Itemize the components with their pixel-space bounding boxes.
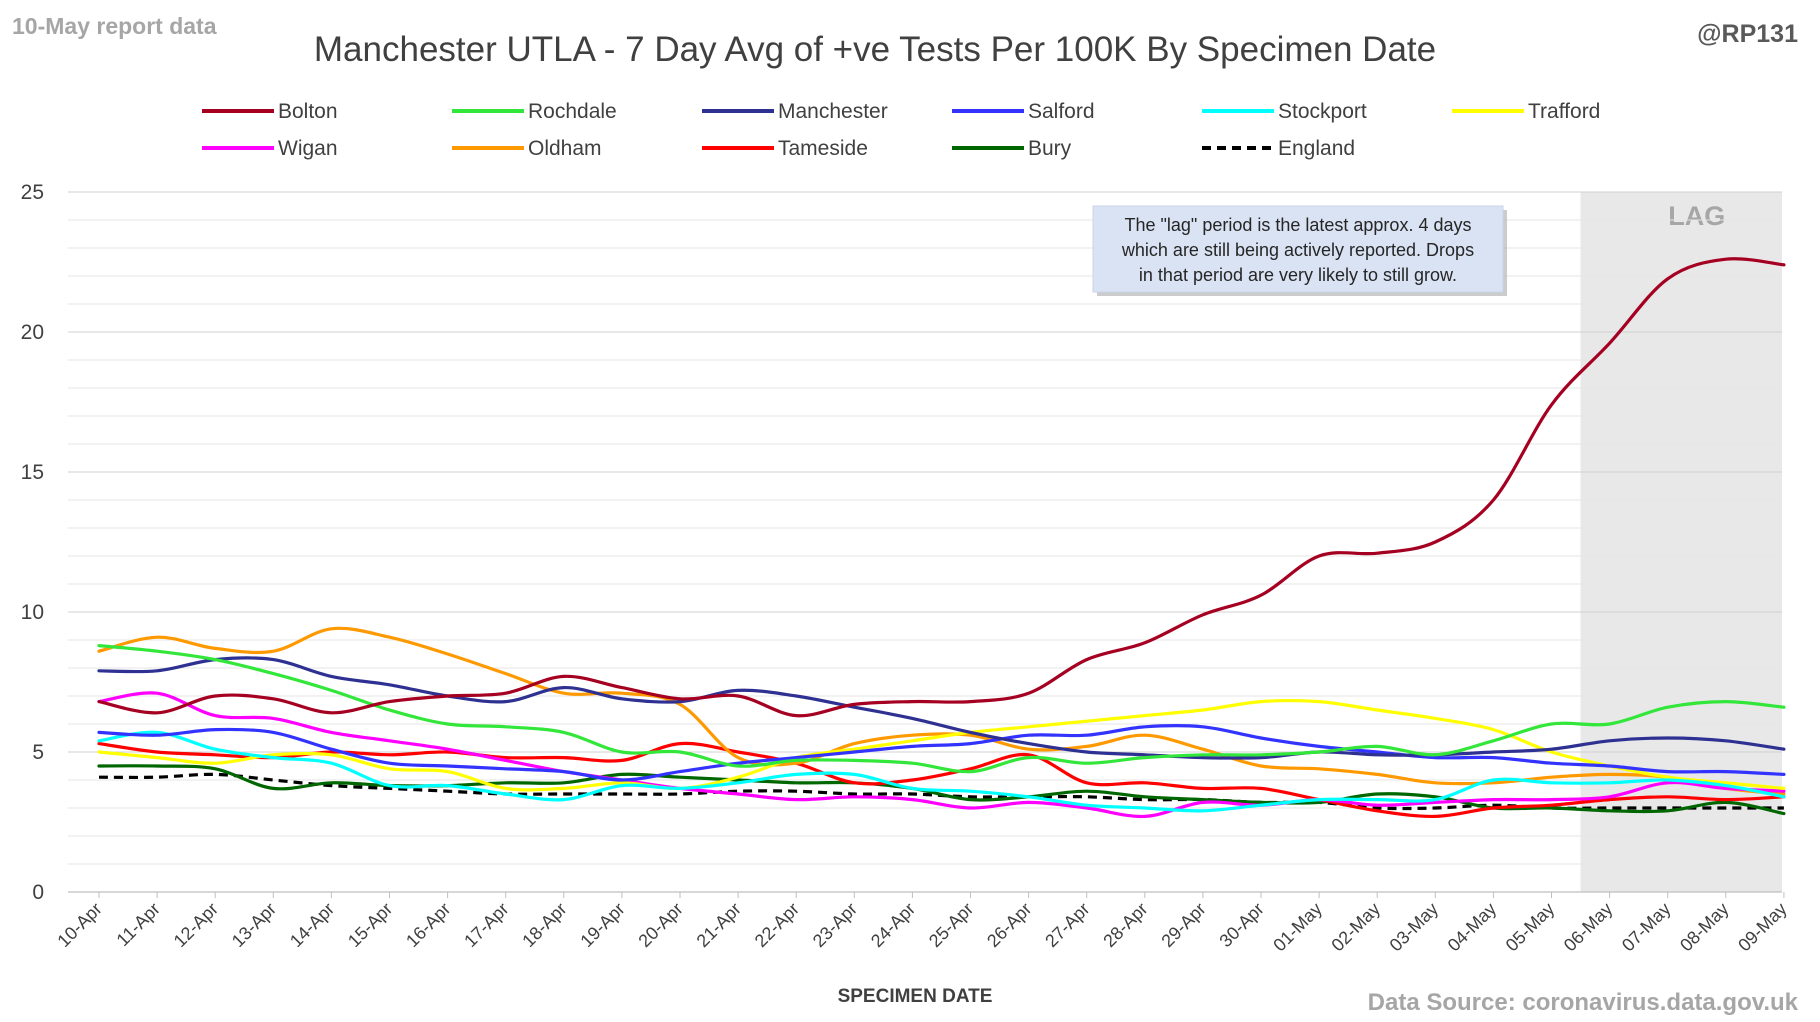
series-line-rochdale [97,644,1786,774]
report-date-label: 10-May report data [12,13,217,39]
legend-label-wigan: Wigan [278,137,338,160]
author-handle: @RP131 [1697,20,1798,48]
y-tick-label: 20 [21,321,44,344]
chart-title: Manchester UTLA - 7 Day Avg of +ve Tests… [314,30,1436,69]
annotation-box-rect [1092,205,1504,293]
legend-label-salford: Salford [1028,100,1095,123]
legend-label-bolton: Bolton [278,100,338,123]
legend-label-stockport: Stockport [1278,100,1367,123]
series-line-trafford [97,698,1786,792]
legend-label-manchester: Manchester [778,100,888,123]
lag-region: LAG [1580,192,1782,892]
series-lines [97,257,1786,819]
series-line-oldham [97,626,1786,796]
legend-label-oldham: Oldham [528,137,602,160]
y-tick-label: 0 [32,881,44,904]
series-line-salford [97,723,1786,782]
annotation-line: in that period are very likely to still … [1139,265,1457,285]
series-line-tameside [97,741,1786,819]
lag-shading [1580,192,1782,892]
annotation-box: The "lag" period is the latest approx. 4… [1092,205,1507,296]
legend-label-england: England [1278,137,1355,160]
series-line-manchester [97,656,1786,760]
y-tick-label: 10 [21,601,44,624]
annotation-line: The "lag" period is the latest approx. 4… [1125,215,1472,235]
series-line-bolton [97,257,1786,718]
legend-label-trafford: Trafford [1528,100,1600,123]
legend-label-bury: Bury [1028,137,1072,160]
x-axis-title: SPECIMEN DATE [838,986,993,1007]
series-line-wigan [97,691,1786,819]
legend: Bolton Rochdale Manchester Salford Stockport… [202,100,1600,160]
lag-label: LAG [1668,201,1725,231]
series-line-stockport [97,730,1786,813]
annotation-line: which are still being actively reported.… [1121,240,1474,260]
y-tick-label: 5 [32,741,44,764]
data-source-label: Data Source: coronavirus.data.gov.uk [1368,989,1799,1016]
y-tick-label: 15 [21,461,44,484]
legend-label-tameside: Tameside [778,137,868,160]
y-tick-label: 25 [21,181,44,204]
legend-label-rochdale: Rochdale [528,100,617,123]
